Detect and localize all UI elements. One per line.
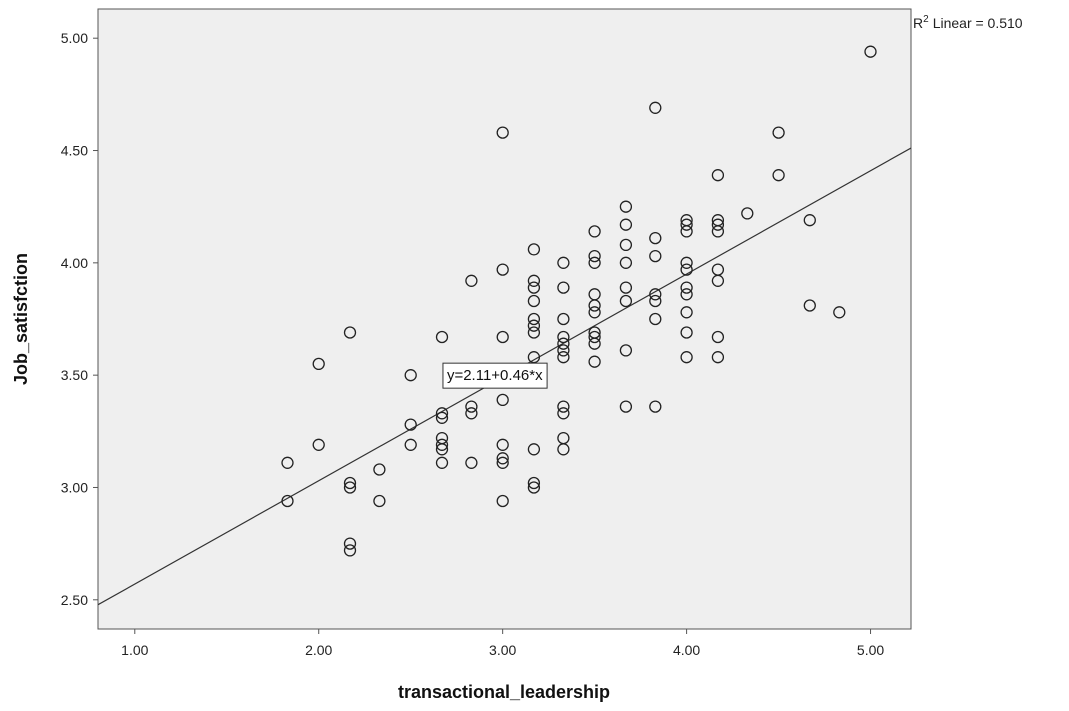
r-squared-sup: 2 xyxy=(923,14,929,25)
x-tick-label: 4.00 xyxy=(673,642,700,658)
x-tick-label: 2.00 xyxy=(305,642,332,658)
y-axis-title: Job_satisfction xyxy=(11,253,31,385)
y-tick-label: 5.00 xyxy=(61,30,88,46)
r-squared-prefix: R xyxy=(913,15,923,31)
y-tick-label: 4.50 xyxy=(61,143,88,159)
x-tick-label: 5.00 xyxy=(857,642,884,658)
r-squared-value: Linear = 0.510 xyxy=(933,15,1023,31)
y-tick-label: 2.50 xyxy=(61,592,88,608)
fit-equation-label: y=2.11+0.46*x xyxy=(447,367,543,384)
y-tick-label: 4.00 xyxy=(61,255,88,271)
y-tick-label: 3.50 xyxy=(61,367,88,383)
r-squared-label: R2 Linear = 0.510 xyxy=(913,14,1023,31)
x-tick-label: 1.00 xyxy=(121,642,148,658)
equation-label-box: y=2.11+0.46*x xyxy=(443,363,547,388)
y-tick-label: 3.00 xyxy=(61,479,88,495)
x-axis-title: transactional_leadership xyxy=(398,682,610,702)
x-tick-label: 3.00 xyxy=(489,642,516,658)
